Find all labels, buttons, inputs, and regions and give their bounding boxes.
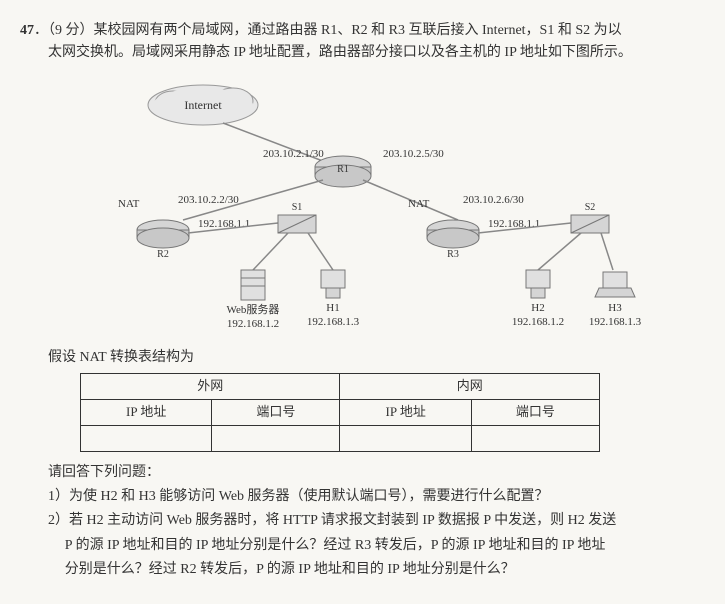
- internet-label: Internet: [184, 98, 222, 112]
- empty-cell: [81, 425, 212, 451]
- h2-label: H2: [531, 302, 544, 314]
- internet-cloud: Internet: [148, 85, 258, 125]
- table-row: IP 地址 端口号 IP 地址 端口号: [81, 399, 600, 425]
- h2-icon: [526, 270, 550, 298]
- q1: 1）为使 H2 和 H3 能够访问 Web 服务器（使用默认端口号），需要进行什…: [20, 486, 705, 508]
- svg-text:R3: R3: [447, 249, 459, 260]
- table-row: 外网 内网: [81, 374, 600, 400]
- link-s2-h3: [601, 233, 613, 270]
- header-inner: 内网: [340, 374, 600, 400]
- col-ip-inner: IP 地址: [340, 399, 471, 425]
- ip-r2-wan: 203.10.2.2/30: [178, 194, 239, 206]
- link-s2-h2: [538, 233, 581, 270]
- switch-s2: S2: [571, 202, 609, 233]
- svg-text:S2: S2: [584, 202, 595, 213]
- switch-s1: S1: [278, 202, 316, 233]
- stem-line-2: 太网交换机。局域网采用静态 IP 地址配置，路由器部分接口以及各主机的 IP 地…: [20, 42, 705, 64]
- q2-line2: P 的源 IP 地址和目的 IP 地址分别是什么？经过 R3 转发后，P 的源 …: [20, 535, 705, 557]
- ip-r2-lan: 192.168.1.1: [198, 218, 250, 230]
- ip-r1-right: 203.10.2.5/30: [383, 148, 444, 160]
- link-s1-h1: [308, 233, 333, 270]
- ip-r1-left: 203.10.2.1/30: [263, 148, 324, 160]
- prompt: 请回答下列问题：: [20, 462, 705, 484]
- h1-ip: 192.168.1.3: [306, 316, 359, 328]
- h1-label: H1: [326, 302, 339, 314]
- nat-table: 外网 内网 IP 地址 端口号 IP 地址 端口号: [80, 373, 600, 451]
- nat-right: NAT: [408, 198, 430, 210]
- col-ip-outer: IP 地址: [81, 399, 212, 425]
- ip-r3-lan: 192.168.1.1: [488, 218, 540, 230]
- nat-intro: 假设 NAT 转换表结构为: [20, 347, 705, 369]
- svg-text:R1: R1: [337, 164, 349, 175]
- web-label: Web服务器: [226, 303, 279, 316]
- q2-line1: 2）若 H2 主动访问 Web 服务器时，将 HTTP 请求报文封装到 IP 数…: [20, 510, 705, 532]
- h3-label: H3: [608, 302, 622, 314]
- stem1: 某校园网有两个局域网，通过路由器 R1、R2 和 R3 互联后接入 Intern…: [94, 23, 622, 38]
- stem-line-1: 47．（9 分）某校园网有两个局域网，通过路由器 R1、R2 和 R3 互联后接…: [20, 20, 705, 42]
- h2-ip: 192.168.1.2: [511, 316, 563, 328]
- question-number: 47: [20, 23, 34, 38]
- col-port-inner: 端口号: [471, 399, 599, 425]
- empty-cell: [340, 425, 471, 451]
- web-ip: 192.168.1.2: [226, 318, 278, 330]
- h3-icon: [595, 272, 635, 297]
- header-outer: 外网: [81, 374, 340, 400]
- web-server-icon: [241, 270, 265, 300]
- router-r3: R3: [427, 220, 479, 260]
- col-port-outer: 端口号: [212, 399, 340, 425]
- router-r2: R2: [137, 220, 189, 260]
- q2-line3: 分别是什么？经过 R2 转发后，P 的源 IP 地址和目的 IP 地址分别是什么…: [20, 559, 705, 581]
- question-header: 47．（9 分）某校园网有两个局域网，通过路由器 R1、R2 和 R3 互联后接…: [20, 20, 705, 65]
- svg-text:S1: S1: [291, 202, 302, 213]
- router-r1: R1: [315, 156, 371, 187]
- h1-icon: [321, 270, 345, 298]
- nat-table-wrap: 外网 内网 IP 地址 端口号 IP 地址 端口号: [80, 373, 705, 451]
- svg-text:R2: R2: [157, 249, 169, 260]
- empty-cell: [471, 425, 599, 451]
- nat-left: NAT: [118, 198, 140, 210]
- h3-ip: 192.168.1.3: [588, 316, 641, 328]
- table-row: [81, 425, 600, 451]
- ip-r3-wan: 203.10.2.6/30: [463, 194, 524, 206]
- sub-questions: 请回答下列问题： 1）为使 H2 和 H3 能够访问 Web 服务器（使用默认端…: [20, 462, 705, 582]
- link-s1-web: [253, 233, 288, 270]
- points: （9 分）: [48, 23, 94, 38]
- network-diagram: Internet R1 203.10.2.1/30 203.10.2.5/30 …: [83, 75, 643, 335]
- empty-cell: [212, 425, 340, 451]
